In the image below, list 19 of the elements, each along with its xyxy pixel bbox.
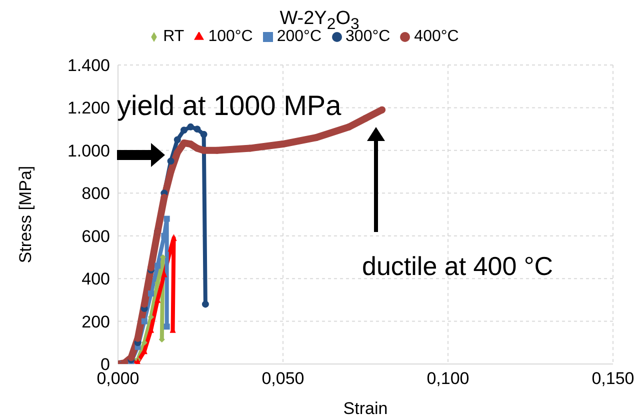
x-tick-label: 0,000 [96, 369, 140, 388]
y-tick-label: 200 [82, 312, 110, 332]
legend-label: RT [163, 28, 184, 45]
x-tick-label: 0,100 [426, 369, 470, 388]
x-tick-label: 0,150 [592, 369, 634, 388]
y-axis-title: Stress [MPa] [16, 166, 36, 264]
annotation: ductile at 400 °C [362, 251, 554, 281]
y-tick-label: 600 [82, 226, 110, 246]
y-tick-label: 1.200 [67, 98, 110, 118]
x-axis-title: Strain [343, 399, 388, 418]
annotation: yield at 1000 MPa [117, 90, 342, 121]
legend-label: 400°C [414, 28, 459, 45]
y-tick-label: 400 [82, 270, 110, 289]
y-tick-label: 1.000 [67, 141, 110, 160]
y-tick-label: 1.400 [67, 56, 110, 76]
x-tick-label: 0,050 [262, 369, 304, 388]
y-tick-label: 800 [82, 184, 110, 204]
legend-label: 100°C [208, 28, 253, 45]
legend-label: 300°C [346, 28, 390, 45]
